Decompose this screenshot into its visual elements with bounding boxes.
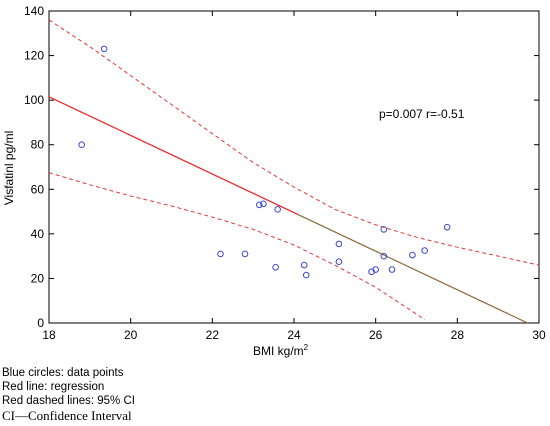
y-tick-label: 60 (31, 182, 45, 196)
legend-line-data-points: Blue circles: data points (2, 367, 124, 379)
data-point (302, 271, 310, 279)
y-tick-label: 80 (31, 138, 45, 152)
stats-annotation: p=0.007 r=-0.51 (379, 107, 465, 121)
data-point (388, 266, 396, 273)
y-tick-label: 40 (31, 227, 45, 241)
x-axis-label-superscript: 2 (304, 343, 309, 352)
x-tick-label: 24 (287, 328, 301, 342)
legend-line-ci: Red dashed lines: 95% CI (2, 395, 135, 407)
ci-upper-line (48, 19, 540, 266)
y-tick-label: 0 (37, 316, 44, 330)
plot-area (48, 10, 540, 324)
regression-line (48, 96, 528, 324)
y-tick-label: 120 (24, 49, 44, 63)
data-point (255, 201, 263, 209)
data-point (443, 223, 451, 231)
data-point (335, 240, 343, 248)
x-axis-label-text: BMI kg/m (253, 344, 304, 358)
y-tick-label: 140 (24, 4, 44, 18)
y-axis-label: Visfatinl pg/ml (2, 131, 16, 205)
data-point (300, 261, 308, 269)
data-point (217, 250, 224, 258)
data-point (274, 206, 281, 213)
y-tick-label: 20 (31, 271, 45, 285)
scatter-chart: 18 20 22 24 26 28 30 0 20 40 60 80 100 120 140 p=0.007… (2, 4, 546, 358)
legend-notes: Blue circles: data points Red line: regr… (2, 366, 135, 424)
regression-line-upper (48, 96, 299, 216)
data-point (241, 250, 249, 258)
x-tick-label: 22 (206, 328, 220, 342)
legend-ci-definition: CI—Confidence Interval (2, 408, 132, 423)
confidence-interval-lines (48, 19, 540, 321)
x-axis-label: BMI kg/m2 (253, 343, 309, 358)
x-tick-label: 26 (369, 328, 383, 342)
data-point (260, 200, 267, 208)
y-tick-label: 100 (24, 93, 44, 107)
data-point (272, 263, 279, 271)
regression-line-lower (297, 213, 528, 324)
legend-line-regression: Red line: regression (2, 381, 105, 393)
axis-ticks: 18 20 22 24 26 28 30 0 20 40 60 80 100 120 140 (24, 4, 546, 342)
ci-lower-line (48, 172, 425, 321)
data-point (100, 45, 108, 53)
x-tick-label: 28 (451, 328, 465, 342)
data-point (372, 266, 379, 273)
data-point (335, 258, 343, 266)
x-tick-label: 20 (124, 328, 138, 342)
data-point (380, 252, 388, 260)
data-points (78, 45, 451, 279)
data-point (380, 226, 388, 233)
data-point (409, 251, 416, 259)
data-point (421, 247, 428, 254)
x-tick-label: 30 (532, 328, 546, 342)
data-point (78, 141, 85, 149)
x-tick-label: 18 (42, 328, 56, 342)
